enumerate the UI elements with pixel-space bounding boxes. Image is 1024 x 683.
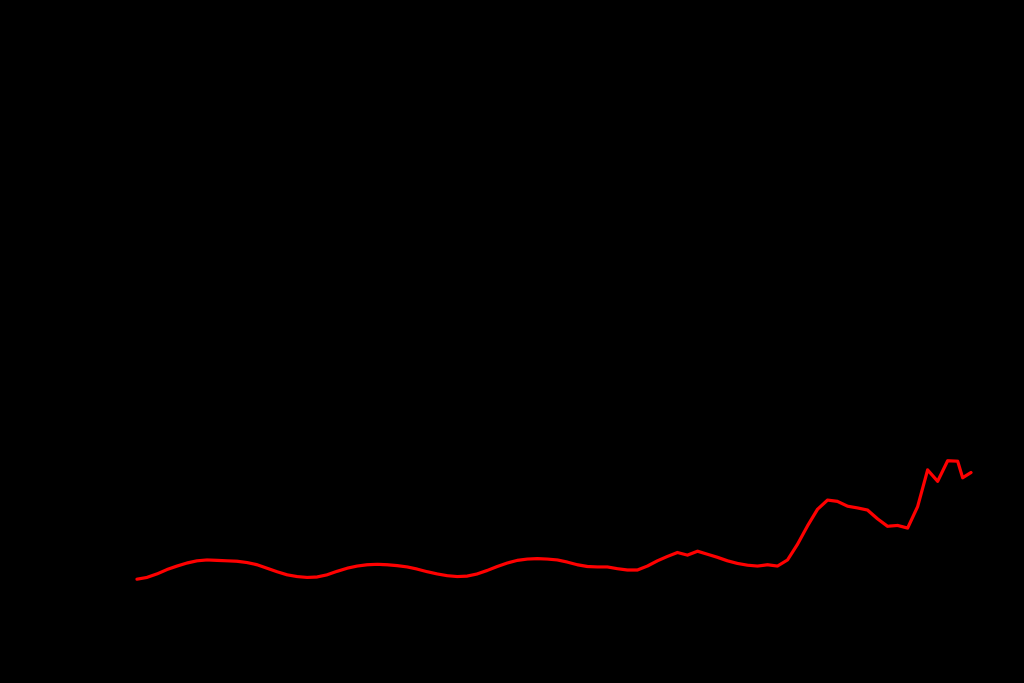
series-group: [135, 459, 973, 581]
data-line-series-1: [135, 459, 973, 581]
